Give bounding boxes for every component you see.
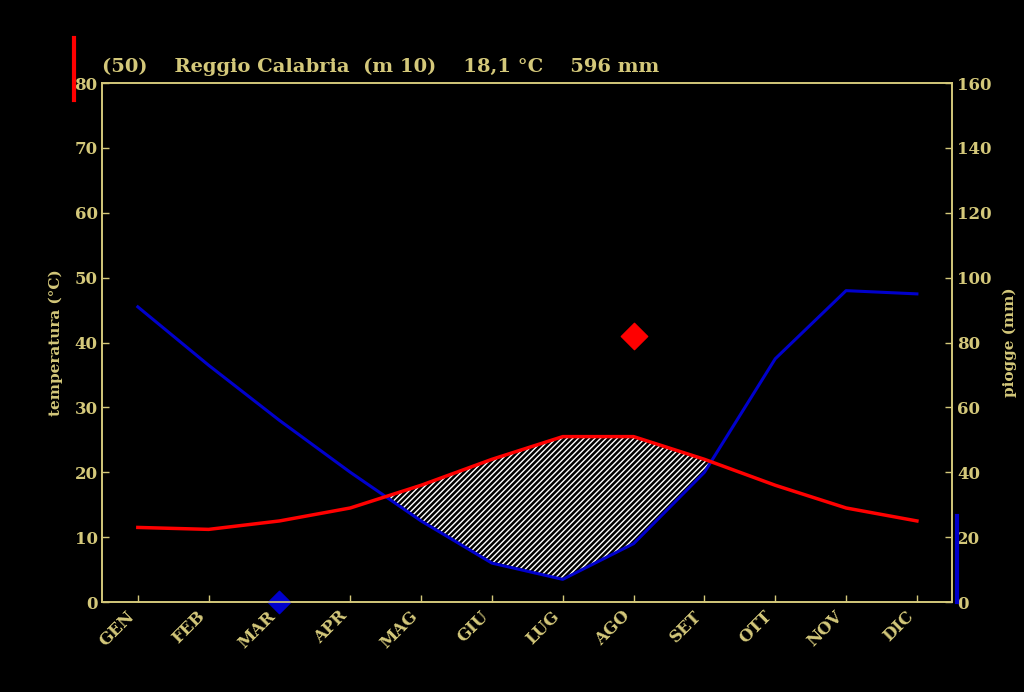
Y-axis label: temperatura (°C): temperatura (°C) [49,269,63,416]
Text: (50)    Reggio Calabria  (m 10)    18,1 °C    596 mm: (50) Reggio Calabria (m 10) 18,1 °C 596 … [102,57,659,76]
Point [271,597,288,608]
Y-axis label: piogge (mm): piogge (mm) [1002,288,1017,397]
Point [626,331,642,342]
